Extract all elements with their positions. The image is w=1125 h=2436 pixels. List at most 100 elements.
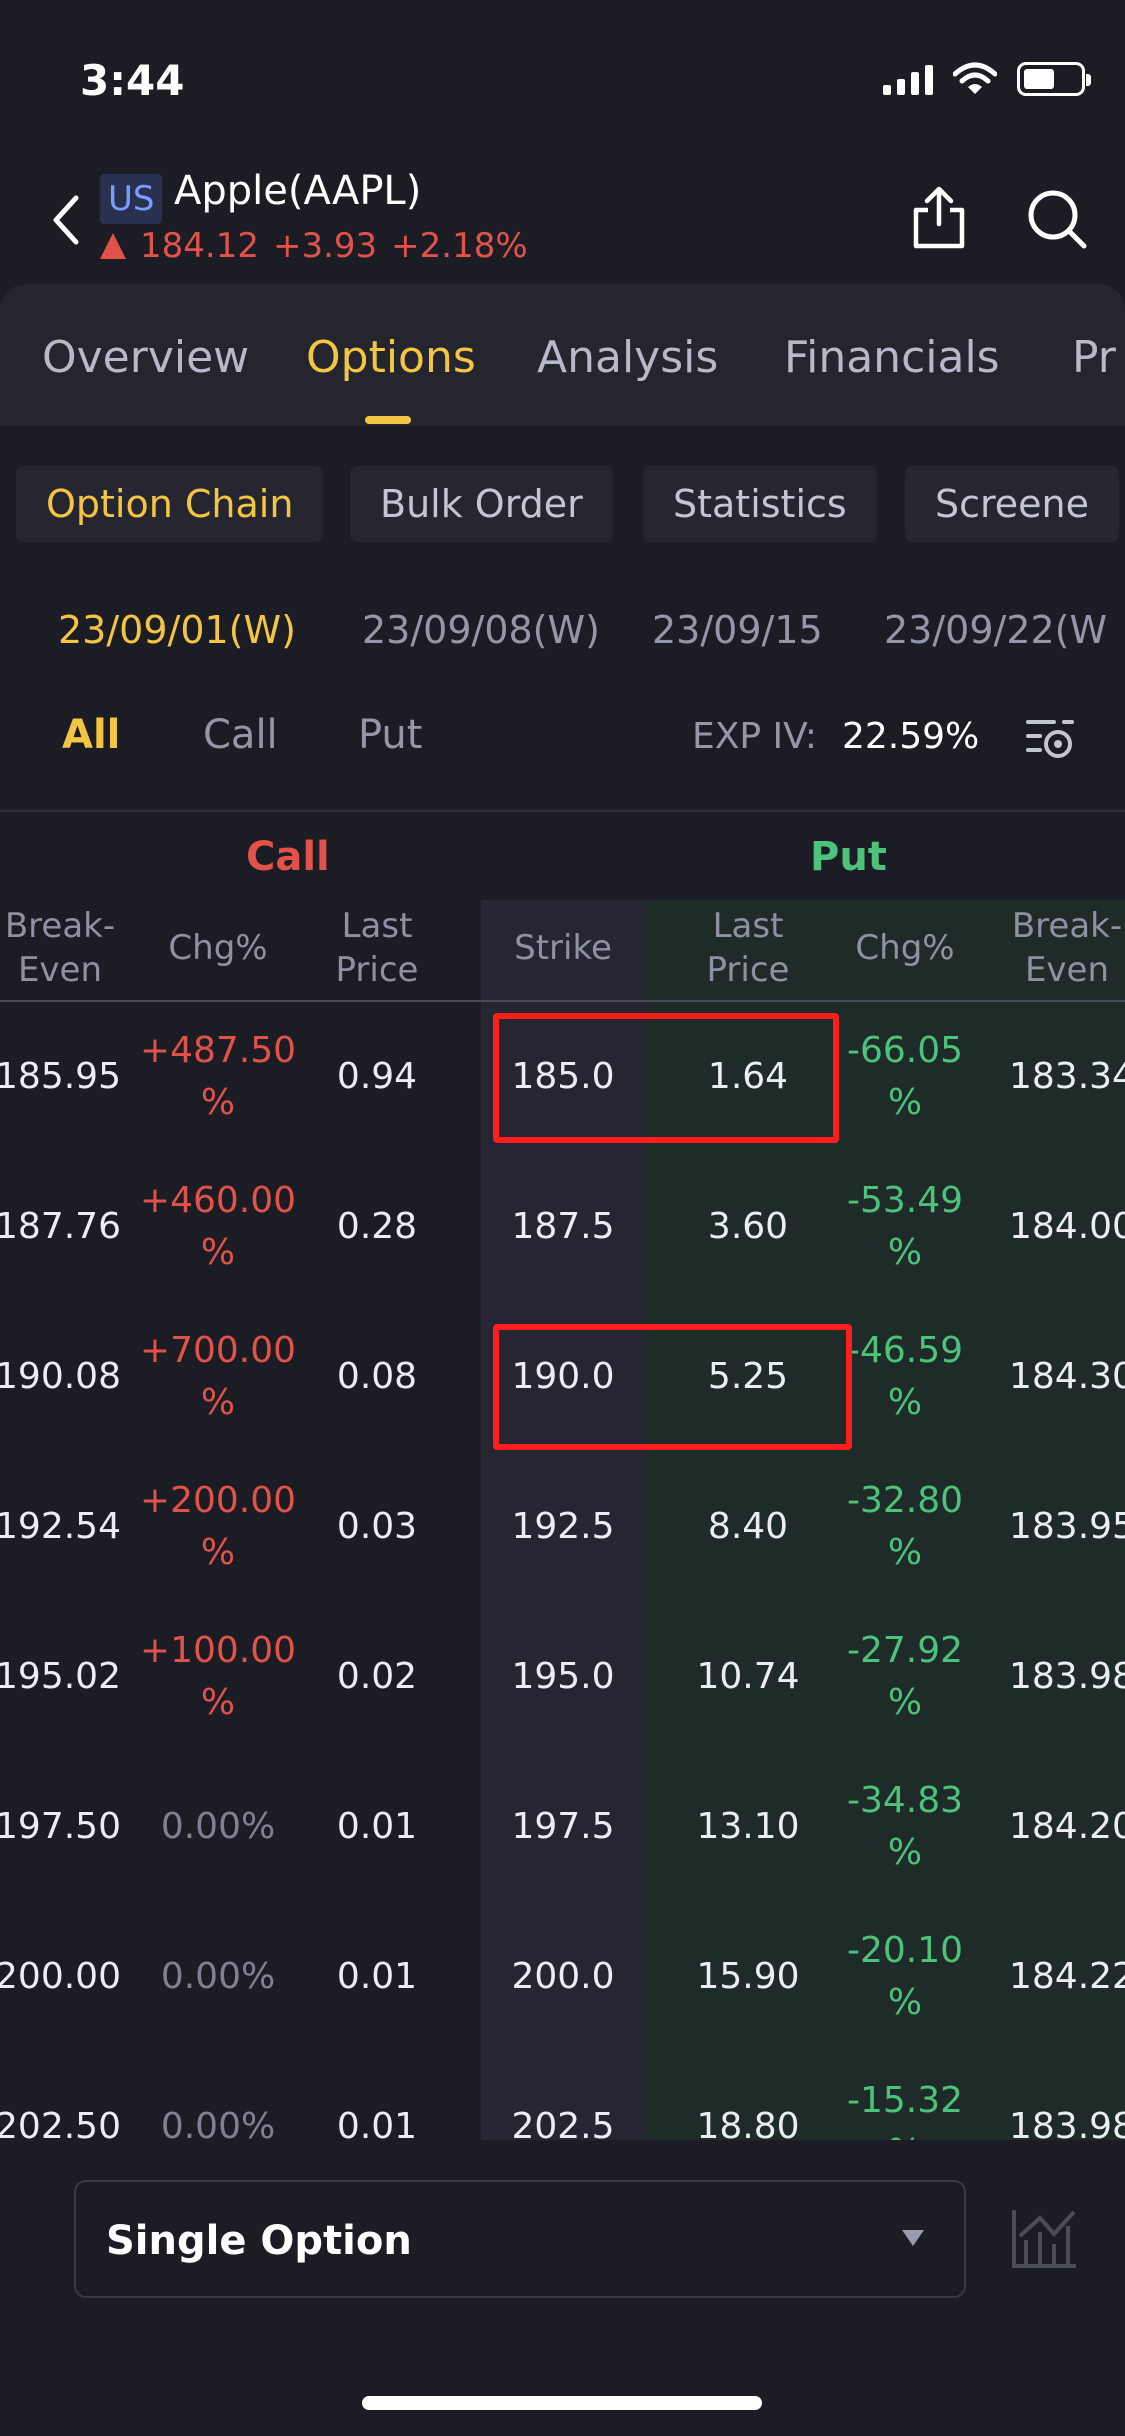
strike-price: 185.0 — [511, 1056, 615, 1097]
put-break-even: 184.22 — [1009, 1956, 1125, 1997]
put-last-price: 18.80 — [696, 2106, 800, 2140]
put-last-price: 15.90 — [696, 1956, 800, 1997]
put-break-even: 184.30 — [1009, 1356, 1125, 1397]
col-call-last-price[interactable]: Last Price — [335, 906, 419, 990]
strike-price: 190.0 — [511, 1356, 615, 1397]
col-put-chg[interactable]: Chg% — [855, 928, 955, 968]
date-item[interactable]: 23/09/22(W — [884, 608, 1108, 652]
up-arrow-icon — [100, 233, 126, 259]
tab-financials[interactable]: Financials — [784, 332, 1000, 383]
stock-name: Apple(AAPL) — [174, 168, 422, 214]
tab-profile[interactable]: Pr — [1072, 332, 1116, 383]
call-break-even: 197.50 — [0, 1806, 121, 1847]
strike-price: 200.0 — [511, 1956, 615, 1997]
call-last-price: 0.01 — [336, 2106, 418, 2140]
put-break-even: 184.20 — [1009, 1806, 1125, 1847]
section-divider — [0, 810, 1125, 812]
call-last-price: 0.08 — [336, 1356, 418, 1397]
table-row[interactable]: 187.76 +460.00 % 0.28 187.5 3.60 -53.49 … — [0, 1152, 1125, 1302]
col-put-break-even[interactable]: Break- Even — [1011, 906, 1123, 990]
strike-column-bg — [481, 900, 645, 2140]
home-indicator — [362, 2396, 762, 2410]
table-row[interactable]: 190.08 +700.00 % 0.08 190.0 5.25 -46.59 … — [0, 1302, 1125, 1452]
battery-icon — [1017, 62, 1091, 96]
call-break-even: 192.54 — [0, 1506, 121, 1547]
col-call-break-even[interactable]: Break- Even — [4, 906, 116, 990]
put-last-price: 10.74 — [696, 1656, 800, 1697]
strike-price: 197.5 — [511, 1806, 615, 1847]
share-icon[interactable] — [908, 184, 970, 250]
order-type-label: Single Option — [106, 2218, 412, 2264]
put-chg: -53.49 % — [846, 1180, 964, 1273]
call-break-even: 200.00 — [0, 1956, 121, 1997]
header-divider — [0, 1000, 1125, 1002]
call-break-even: 202.50 — [0, 2106, 121, 2140]
tab-overview[interactable]: Overview — [42, 332, 250, 383]
put-break-even: 183.95 — [1009, 1506, 1125, 1547]
put-last-price: 3.60 — [707, 1206, 789, 1247]
strike-price: 195.0 — [511, 1656, 615, 1697]
call-chg: +700.00 % — [139, 1330, 297, 1423]
date-item[interactable]: 23/09/01(W) — [58, 608, 296, 652]
date-item[interactable]: 23/09/15 — [652, 608, 823, 652]
subtab-statistics[interactable]: Statistics — [643, 466, 877, 542]
put-chg: -27.92 % — [846, 1630, 964, 1723]
highlight-box — [493, 1013, 839, 1143]
filter-put[interactable]: Put — [358, 712, 423, 758]
call-last-price: 0.02 — [336, 1656, 418, 1697]
strike-price: 192.5 — [511, 1506, 615, 1547]
col-strike[interactable]: Strike — [514, 928, 612, 968]
call-last-price: 0.94 — [336, 1056, 418, 1097]
tab-options[interactable]: Options — [306, 332, 476, 383]
exp-iv-value: 22.59% — [842, 716, 980, 757]
call-chg: +487.50 % — [139, 1030, 297, 1123]
date-item[interactable]: 23/09/08(W) — [362, 608, 600, 652]
chart-icon[interactable] — [1010, 2206, 1080, 2270]
call-last-price: 0.01 — [336, 1956, 418, 1997]
put-chg: -20.10 % — [846, 1930, 964, 2023]
tab-analysis[interactable]: Analysis — [537, 332, 719, 383]
call-last-price: 0.28 — [336, 1206, 418, 1247]
call-last-price: 0.01 — [336, 1806, 418, 1847]
search-icon[interactable] — [1026, 188, 1088, 250]
filter-call[interactable]: Call — [203, 712, 278, 758]
price-change-pct: +2.18% — [391, 226, 528, 266]
table-row[interactable]: 200.00 0.00% 0.01 200.0 15.90 -20.10 % 1… — [0, 1902, 1125, 2052]
put-break-even: 184.00 — [1009, 1206, 1125, 1247]
expiration-dates: 23/09/01(W) 23/09/08(W) 23/09/15 23/09/2… — [0, 608, 1125, 668]
caret-down-icon — [902, 2230, 924, 2246]
table-row[interactable]: 192.54 +200.00 % 0.03 192.5 8.40 -32.80 … — [0, 1452, 1125, 1602]
subtab-option-chain[interactable]: Option Chain — [16, 466, 324, 542]
back-icon[interactable] — [44, 190, 94, 250]
put-chg: -15.32 % — [846, 2080, 964, 2140]
call-chg: +100.00 % — [139, 1630, 297, 1723]
col-put-last-price[interactable]: Last Price — [706, 906, 790, 990]
subtab-screener[interactable]: Screene — [905, 466, 1120, 542]
bottom-bar: Single Option — [0, 2140, 1125, 2436]
call-chg: 0.00% — [160, 2106, 276, 2140]
table-row[interactable]: 195.02 +100.00 % 0.02 195.0 10.74 -27.92… — [0, 1602, 1125, 1752]
stock-header: US Apple(AAPL) 184.12 +3.93 +2.18% — [0, 160, 1125, 290]
call-break-even: 195.02 — [0, 1656, 121, 1697]
put-last-price: 5.25 — [707, 1356, 789, 1397]
col-call-chg[interactable]: Chg% — [168, 928, 268, 968]
call-break-even: 187.76 — [0, 1206, 121, 1247]
put-chg: -34.83 % — [846, 1780, 964, 1873]
call-section-label: Call — [246, 834, 330, 880]
table-row[interactable]: 202.50 0.00% 0.01 202.5 18.80 -15.32 % 1… — [0, 2052, 1125, 2140]
order-type-select[interactable]: Single Option — [74, 2180, 966, 2298]
put-chg: -66.05 % — [846, 1030, 964, 1123]
option-chain-table: 185.95 +487.50 % 0.94 185.0 1.64 -66.05 … — [0, 1002, 1125, 2140]
status-icons — [883, 62, 1091, 96]
region-badge: US — [100, 174, 163, 224]
table-row[interactable]: 197.50 0.00% 0.01 197.5 13.10 -34.83 % 1… — [0, 1752, 1125, 1902]
put-last-price: 8.40 — [707, 1506, 789, 1547]
filter-all[interactable]: All — [62, 712, 121, 758]
subtab-bulk-order[interactable]: Bulk Order — [350, 466, 613, 542]
table-row[interactable]: 185.95 +487.50 % 0.94 185.0 1.64 -66.05 … — [0, 1002, 1125, 1152]
settings-icon[interactable] — [1024, 712, 1076, 764]
call-last-price: 0.03 — [336, 1506, 418, 1547]
highlight-box — [493, 1324, 852, 1450]
put-side-bg — [645, 900, 1125, 2140]
